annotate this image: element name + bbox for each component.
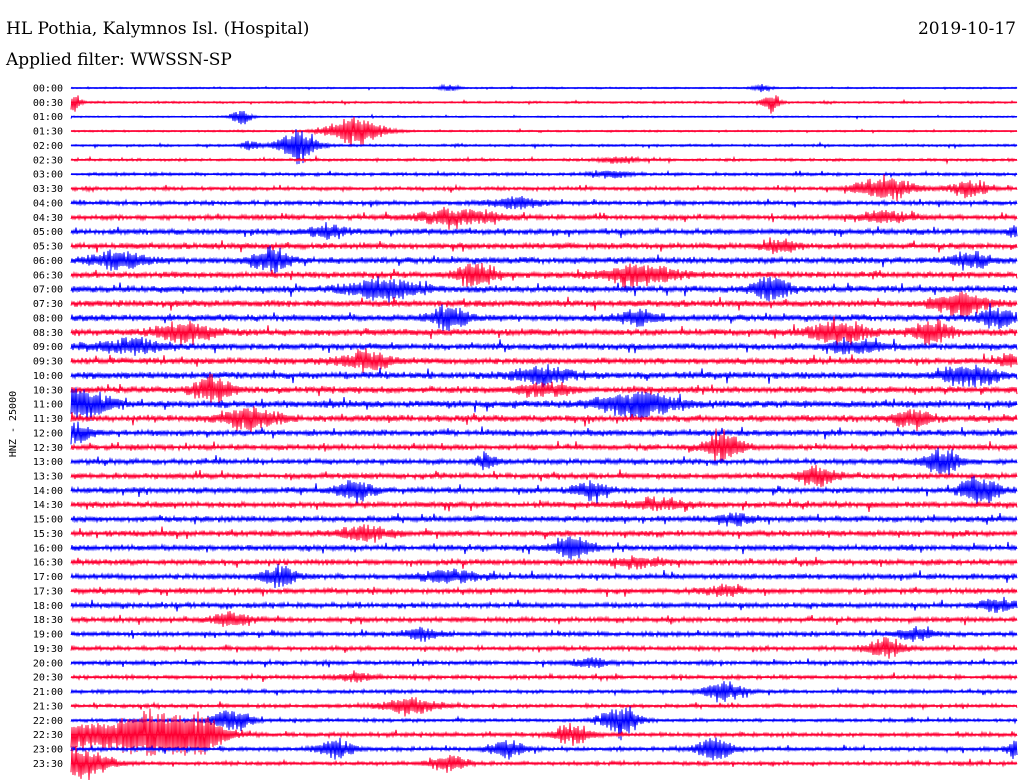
- time-label: 11:30: [33, 414, 63, 425]
- time-label: 15:00: [33, 515, 63, 526]
- time-label: 16:00: [33, 543, 63, 554]
- time-label: 17:30: [33, 586, 63, 597]
- time-label: 17:00: [33, 572, 63, 583]
- trace-rows: [70, 83, 1018, 780]
- time-label: 09:00: [33, 342, 63, 353]
- channel-label: HNZ - 25000: [8, 391, 19, 457]
- trace-line: [70, 206, 1018, 230]
- time-label: 12:00: [33, 428, 63, 439]
- time-label: 22:30: [33, 730, 63, 741]
- time-label: 07:00: [33, 285, 63, 296]
- time-label: 14:00: [33, 486, 63, 497]
- trace-line: [70, 291, 1018, 320]
- trace-line: [70, 303, 1018, 331]
- time-label: 01:30: [33, 127, 63, 138]
- time-label: 05:00: [33, 227, 63, 238]
- time-label: 16:30: [33, 558, 63, 569]
- time-label: 23:00: [33, 745, 63, 756]
- time-label: 00:30: [33, 98, 63, 109]
- time-label: 22:00: [33, 716, 63, 727]
- time-label: 08:00: [33, 313, 63, 324]
- plot-date: 2019-10-17: [917, 19, 1016, 39]
- trace-line: [70, 245, 1018, 274]
- trace-line: [70, 110, 1018, 125]
- time-label: 02:00: [33, 141, 63, 152]
- time-label: 15:30: [33, 529, 63, 540]
- time-label: 08:30: [33, 328, 63, 339]
- time-label: 04:00: [33, 198, 63, 209]
- time-label: 19:00: [33, 630, 63, 641]
- time-label: 23:30: [33, 759, 63, 770]
- time-label: 04:30: [33, 213, 63, 224]
- time-label: 20:00: [33, 658, 63, 669]
- time-label: 18:00: [33, 601, 63, 612]
- time-label: 09:30: [33, 357, 63, 368]
- time-label: 19:30: [33, 644, 63, 655]
- time-label: 00:00: [33, 84, 63, 95]
- trace-line: [70, 697, 1018, 717]
- time-label: 14:30: [33, 500, 63, 511]
- time-label: 05:30: [33, 242, 63, 253]
- time-label: 11:00: [33, 400, 63, 411]
- time-label: 13:30: [33, 471, 63, 482]
- filter-label: Applied filter: WWSSN-SP: [6, 50, 232, 70]
- trace-line: [70, 536, 1018, 560]
- time-label: 13:00: [33, 457, 63, 468]
- time-label: 21:30: [33, 701, 63, 712]
- trace-line: [70, 475, 1018, 506]
- time-label: 10:00: [33, 371, 63, 382]
- station-title: HL Pothia, Kalymnos Isl. (Hospital): [6, 19, 310, 39]
- time-label: 07:30: [33, 299, 63, 310]
- time-label: 02:30: [33, 155, 63, 166]
- time-label: 03:30: [33, 184, 63, 195]
- trace-line: [70, 116, 1018, 148]
- time-label: 12:30: [33, 443, 63, 454]
- time-label: 01:00: [33, 112, 63, 123]
- time-label: 18:30: [33, 615, 63, 626]
- time-label: 03:00: [33, 170, 63, 181]
- trace-line: [70, 406, 1018, 433]
- time-label: 10:30: [33, 385, 63, 396]
- trace-line: [70, 95, 1018, 114]
- trace-line: [70, 262, 1018, 289]
- time-label: 21:00: [33, 687, 63, 698]
- time-label: 20:30: [33, 673, 63, 684]
- time-label: 06:00: [33, 256, 63, 267]
- time-label: 06:30: [33, 270, 63, 281]
- time-axis-labels: 00:00 00:30 01:00 01:30 02:00 02:30 03:00 03:30…: [33, 84, 63, 770]
